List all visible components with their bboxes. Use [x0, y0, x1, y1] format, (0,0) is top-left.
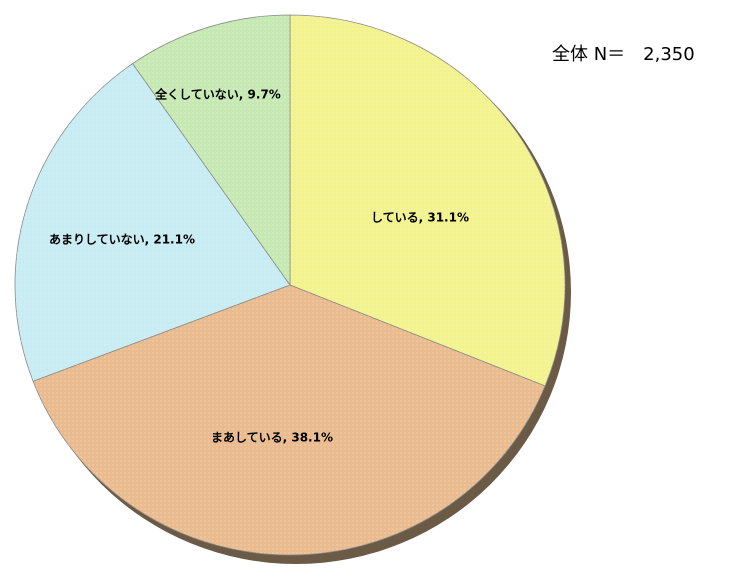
- slice-texture: [33, 285, 546, 556]
- slice-texture: [290, 15, 565, 386]
- data-label: 全くしていない, 9.7%: [154, 87, 281, 102]
- slices: [14, 14, 566, 556]
- annotation: 全体 N＝ 2,350: [552, 44, 695, 65]
- slice-texture: [132, 15, 290, 285]
- data-label: している, 31.1%: [371, 211, 469, 225]
- data-label: あまりしていない, 21.1%: [49, 233, 195, 247]
- slice-texture: [15, 63, 290, 382]
- data-label: まあしている, 38.1%: [211, 431, 333, 445]
